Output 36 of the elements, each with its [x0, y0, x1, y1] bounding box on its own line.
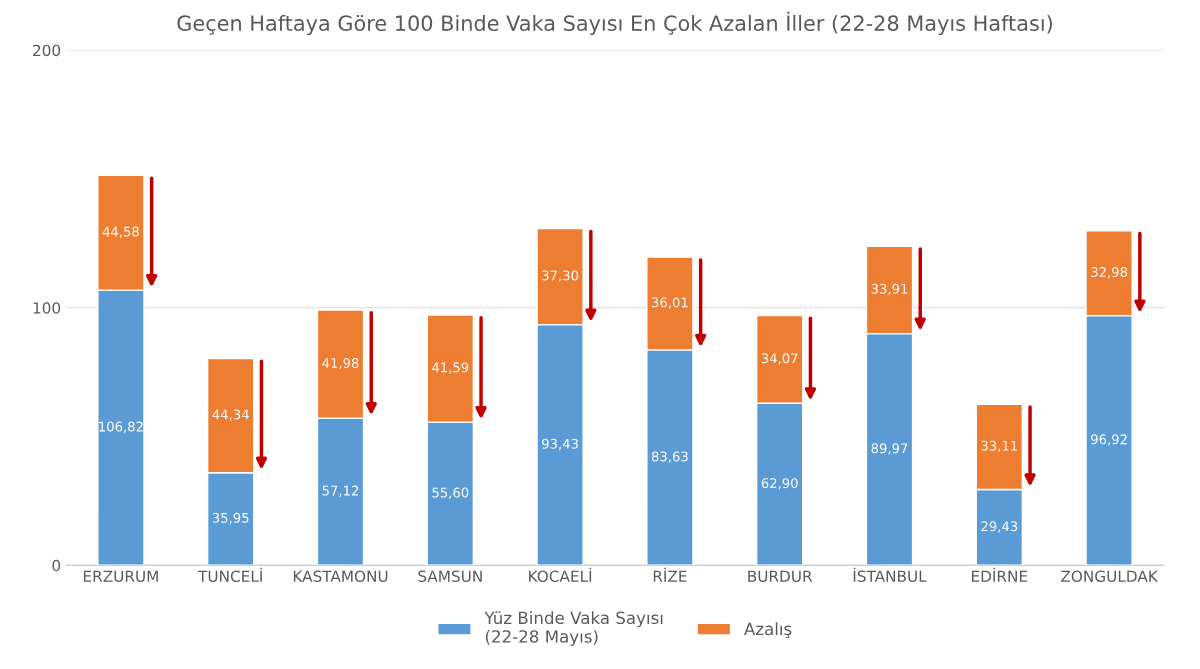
data-label: 32,98: [1091, 267, 1128, 279]
data-label: 106,82: [99, 421, 143, 433]
data-label: 96,92: [1091, 434, 1127, 446]
x-tick-label: ERZURUM: [83, 570, 158, 582]
data-label: 55,60: [432, 487, 469, 499]
chart-title: Geçen Haftaya Göre 100 Binde Vaka Sayısı En Çok Azalan İller (22-28 Mayıs Haftası): [177, 11, 1052, 36]
data-label: 44,58: [102, 226, 139, 238]
legend-label: Yüz Binde Vaka Sayısı (22-28 Mayıs): [484, 611, 663, 647]
x-tick-label: İSTANBUL: [853, 567, 927, 582]
data-label: 62,90: [761, 478, 798, 490]
x-tick-label: SAMSUN: [418, 570, 482, 582]
x-tick-label: BURDUR: [748, 570, 813, 582]
y-tick-label: 100: [33, 302, 61, 314]
data-label: 57,12: [322, 485, 359, 497]
legend-label: Azalış: [744, 622, 792, 639]
data-label: 35,95: [212, 512, 249, 525]
x-tick-label: RİZE: [653, 567, 687, 582]
y-tick-label: 0: [52, 559, 61, 572]
data-label: 44,34: [212, 409, 249, 421]
data-label: 36,01: [652, 297, 688, 309]
data-label: 83,63: [651, 451, 688, 463]
data-label: 34,07: [761, 353, 798, 365]
data-label: 37,30: [542, 270, 579, 282]
x-tick-label: EDİRNE: [971, 567, 1028, 582]
data-label: 33,91: [871, 283, 908, 296]
data-label: 41,98: [322, 357, 359, 370]
data-label: 41,59: [432, 362, 469, 374]
x-tick-label: TUNCELİ: [198, 567, 262, 582]
data-label: 93,43: [542, 438, 578, 451]
data-label: 33,11: [981, 440, 1017, 453]
x-tick-label: ZONGULDAK: [1061, 570, 1159, 582]
data-label: 29,43: [981, 521, 1018, 533]
y-tick-label: 200: [33, 44, 61, 57]
x-tick-label: KASTAMONU: [293, 570, 388, 582]
data-label: 89,97: [871, 443, 908, 455]
x-tick-label: KOCAELİ: [529, 567, 592, 582]
